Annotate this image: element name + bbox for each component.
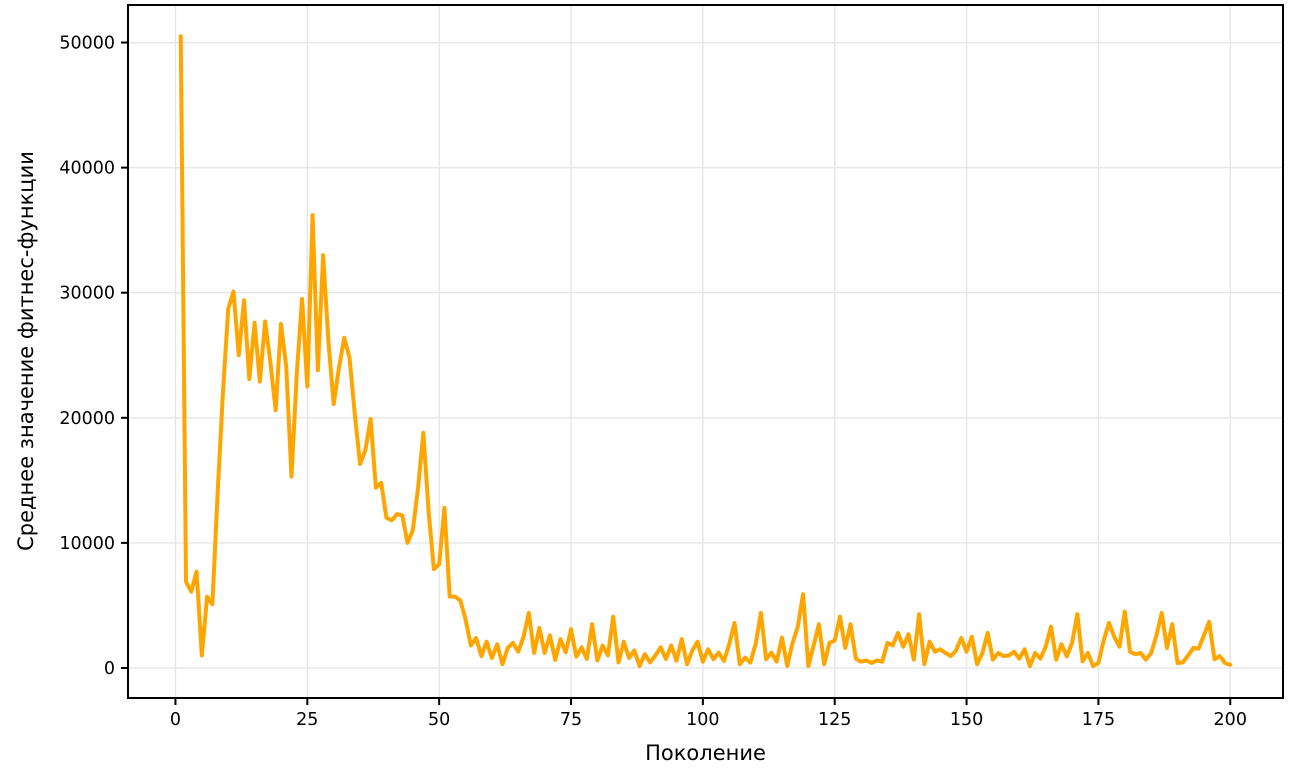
x-tick-label: 175 [1082, 710, 1115, 730]
x-tick-label: 125 [818, 710, 851, 730]
x-tick-label: 150 [950, 710, 983, 730]
y-tick-label: 30000 [59, 284, 115, 304]
x-tick-label: 50 [428, 710, 450, 730]
x-tick-label: 75 [560, 710, 582, 730]
y-tick-label: 40000 [59, 159, 115, 179]
x-tick-label: 200 [1214, 710, 1247, 730]
x-tick-label: 0 [170, 710, 181, 730]
y-tick-label: 0 [104, 659, 115, 679]
y-tick-label: 20000 [59, 409, 115, 429]
fitness-line [178, 34, 1233, 669]
y-axis-label: Среднее значение фитнес-функции [14, 151, 38, 551]
plot-area [127, 4, 1284, 699]
x-tick-label: 100 [686, 710, 719, 730]
x-axis-label: Поколение [645, 741, 766, 765]
y-tick-label: 10000 [59, 534, 115, 554]
y-tick-label: 50000 [59, 34, 115, 54]
x-tick-label: 25 [296, 710, 318, 730]
